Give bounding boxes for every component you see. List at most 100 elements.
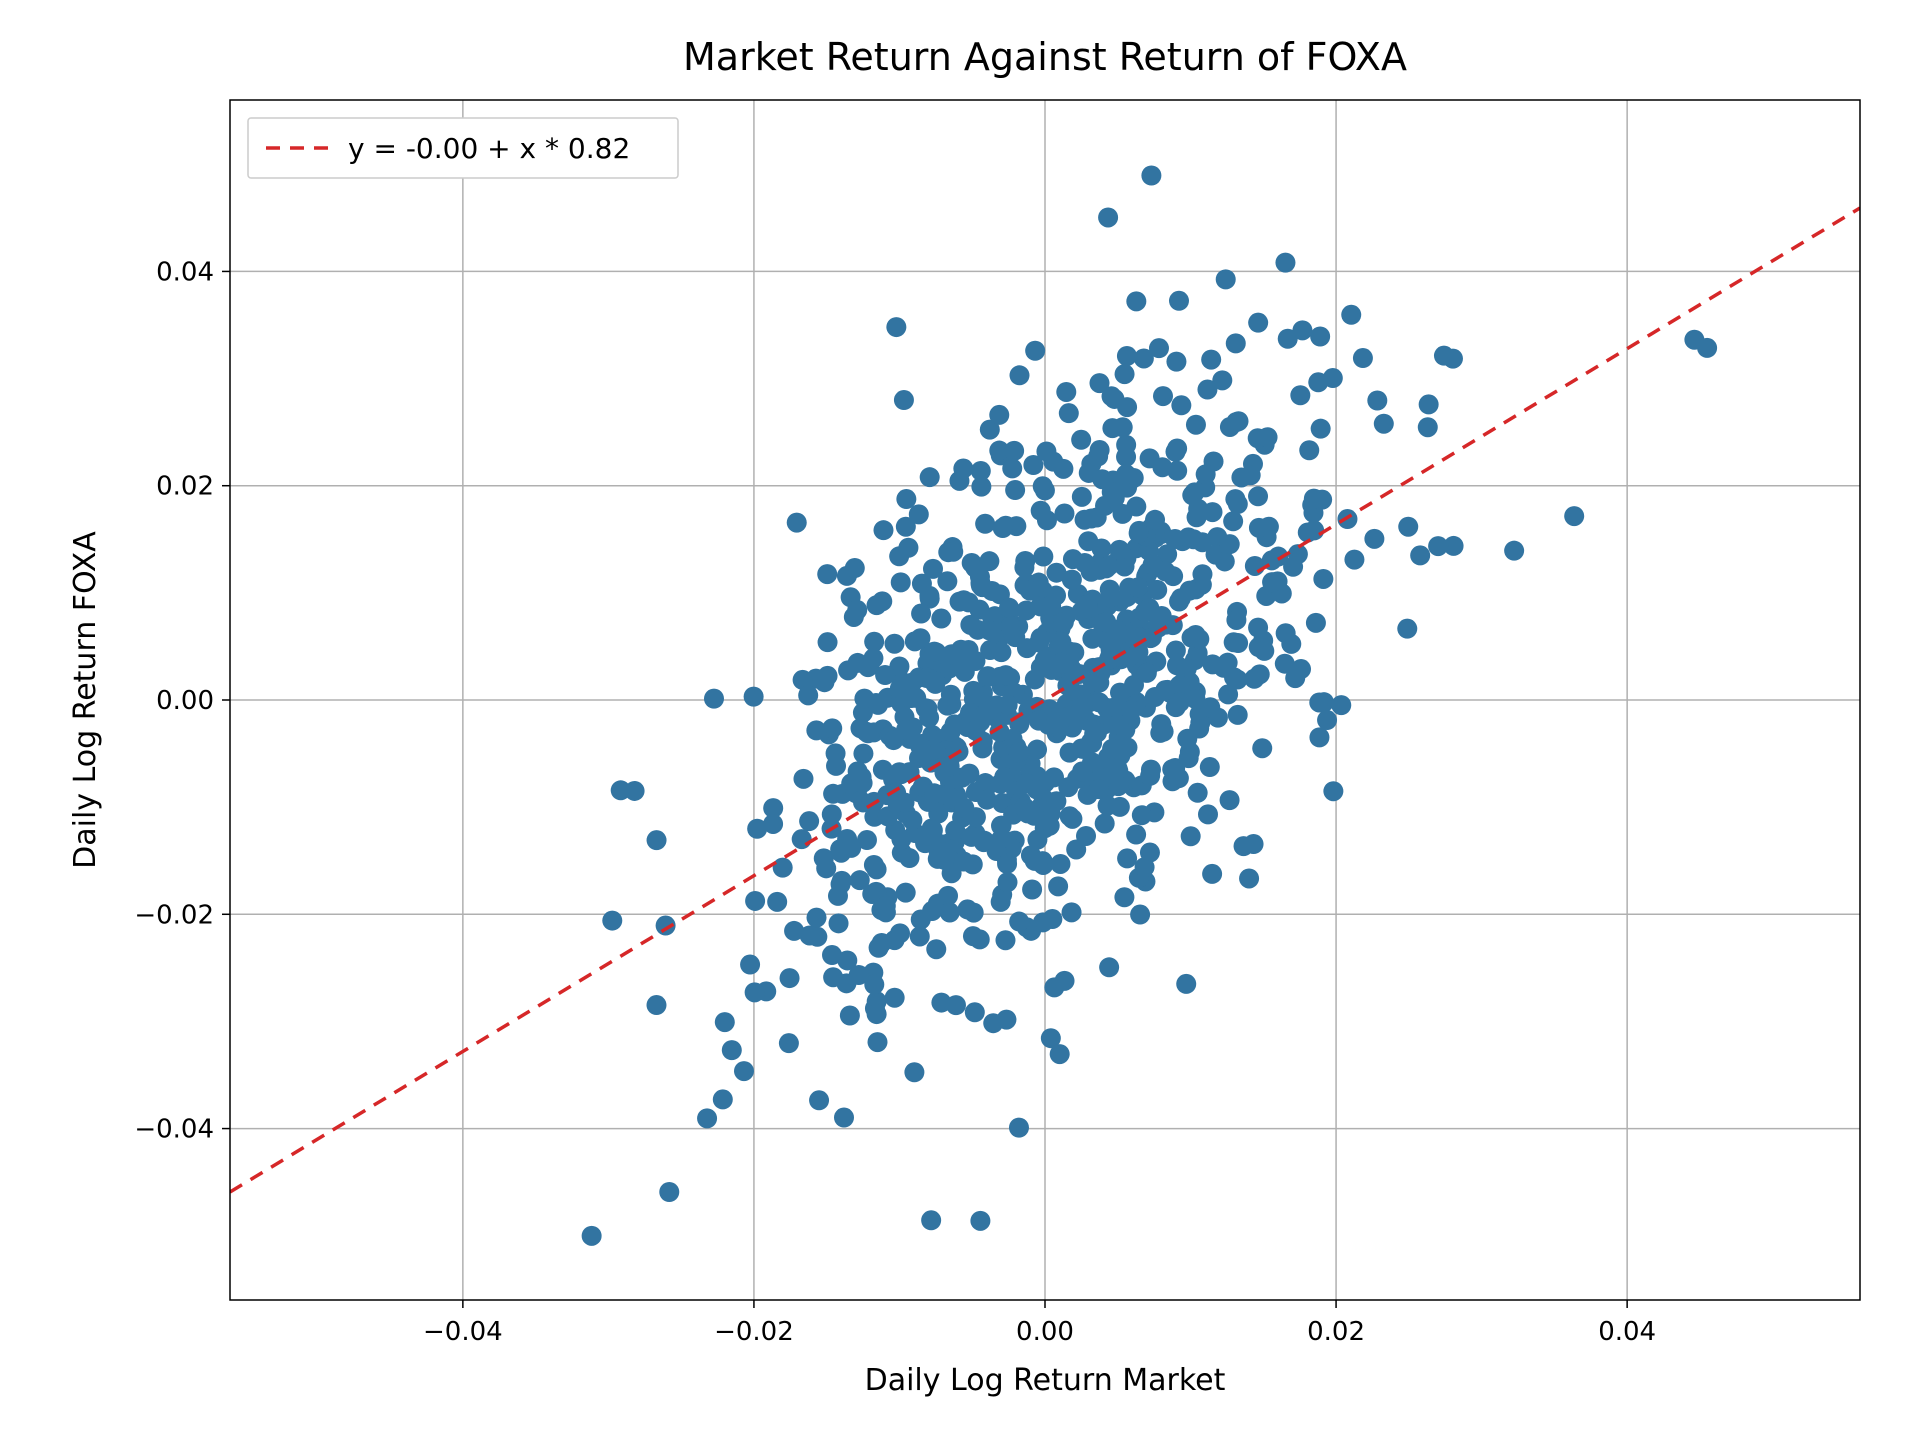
data-point	[1228, 633, 1248, 653]
data-point	[1200, 757, 1220, 777]
data-point	[979, 551, 999, 571]
data-point	[1135, 857, 1155, 877]
y-tick-label: −0.02	[134, 900, 214, 930]
data-point	[1005, 480, 1025, 500]
data-point	[1024, 806, 1044, 826]
data-point	[885, 988, 905, 1008]
data-point	[889, 546, 909, 566]
data-point	[1140, 766, 1160, 786]
data-point	[1025, 341, 1045, 361]
x-tick-label: 0.02	[1307, 1317, 1365, 1347]
data-point	[940, 903, 960, 923]
legend: y = -0.00 + x * 0.82	[248, 118, 678, 178]
data-point	[1025, 669, 1045, 689]
data-point	[1017, 638, 1037, 658]
data-point	[1239, 868, 1259, 888]
data-point	[1201, 350, 1221, 370]
data-point	[1288, 544, 1308, 564]
data-point	[886, 317, 906, 337]
data-point	[1009, 912, 1029, 932]
data-point	[745, 891, 765, 911]
data-point	[850, 870, 870, 890]
data-point	[904, 1062, 924, 1082]
data-point	[763, 814, 783, 834]
data-point	[659, 1182, 679, 1202]
data-point	[1050, 854, 1070, 874]
data-point	[926, 939, 946, 959]
data-point	[1109, 540, 1129, 560]
data-point	[1014, 557, 1034, 577]
data-point	[954, 798, 974, 818]
data-point	[1218, 684, 1238, 704]
data-point	[1317, 710, 1337, 730]
data-point	[836, 973, 856, 993]
data-point	[853, 744, 873, 764]
data-point	[971, 477, 991, 497]
x-tick-label: 0.04	[1598, 1317, 1656, 1347]
data-point	[1215, 551, 1235, 571]
data-point	[997, 854, 1017, 874]
data-point	[920, 467, 940, 487]
data-point	[1126, 825, 1146, 845]
data-point	[826, 756, 846, 776]
data-point	[1089, 673, 1109, 693]
data-point	[1364, 529, 1384, 549]
data-point	[941, 722, 961, 742]
data-point	[965, 1002, 985, 1022]
data-point	[1196, 464, 1216, 484]
data-point	[1323, 781, 1343, 801]
data-point	[901, 688, 921, 708]
data-point	[1697, 338, 1717, 358]
data-point	[780, 968, 800, 988]
data-point	[1071, 430, 1091, 450]
data-point	[1128, 577, 1148, 597]
data-point	[1248, 313, 1268, 333]
y-tick-label: 0.00	[156, 686, 214, 716]
data-point	[1309, 727, 1329, 747]
data-point	[1062, 902, 1082, 922]
data-point	[1308, 372, 1328, 392]
data-point	[896, 883, 916, 903]
data-point	[1062, 809, 1082, 829]
data-point	[845, 558, 865, 578]
data-point	[1220, 534, 1240, 554]
data-point	[816, 858, 836, 878]
data-point	[1145, 687, 1165, 707]
data-point	[1353, 348, 1373, 368]
data-point	[1072, 761, 1092, 781]
data-point	[1166, 641, 1186, 661]
data-point	[1313, 569, 1333, 589]
data-point	[891, 572, 911, 592]
data-point	[1117, 848, 1137, 868]
data-point	[1134, 348, 1154, 368]
data-point	[1029, 711, 1049, 731]
data-point	[1116, 447, 1136, 467]
data-point	[1171, 395, 1191, 415]
data-point	[1058, 777, 1078, 797]
data-point	[806, 720, 826, 740]
data-point	[911, 604, 931, 624]
data-point	[999, 598, 1019, 618]
data-point	[818, 632, 838, 652]
data-point	[1292, 320, 1312, 340]
data-point	[1152, 606, 1172, 626]
data-point	[919, 586, 939, 606]
x-tick-label: −0.04	[423, 1317, 503, 1347]
data-point	[1023, 455, 1043, 475]
data-point	[1299, 440, 1319, 460]
data-point	[1374, 414, 1394, 434]
data-point	[1418, 417, 1438, 437]
data-point	[1182, 485, 1202, 505]
data-point	[864, 975, 884, 995]
data-point	[1341, 305, 1361, 325]
data-point	[970, 929, 990, 949]
data-point	[1228, 705, 1248, 725]
data-point	[974, 831, 994, 851]
data-point	[823, 784, 843, 804]
data-point	[867, 1004, 887, 1024]
data-point	[1113, 504, 1133, 524]
data-point	[1113, 417, 1133, 437]
chart-container: −0.04−0.020.000.020.04−0.04−0.020.000.02…	[0, 0, 1920, 1440]
data-point	[740, 955, 760, 975]
data-point	[1135, 602, 1155, 622]
